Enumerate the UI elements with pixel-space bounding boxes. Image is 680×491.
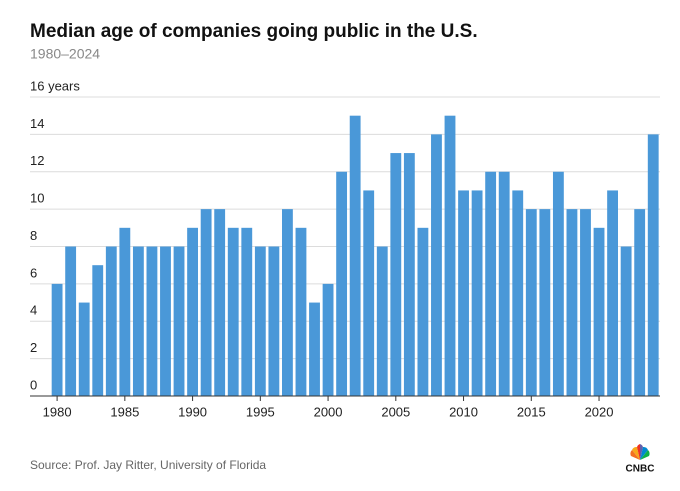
bar	[417, 227, 429, 396]
bar	[647, 134, 659, 396]
bar	[268, 246, 280, 396]
bar	[160, 246, 171, 396]
bar	[525, 209, 537, 396]
y-tick-label: 6	[30, 265, 37, 280]
bar	[431, 134, 442, 396]
x-tick-label: 1980	[43, 404, 72, 419]
bar	[552, 171, 564, 396]
bar	[607, 190, 618, 396]
bar	[458, 190, 469, 396]
source: Source: Prof. Jay Ritter, University of …	[30, 458, 266, 472]
bar	[119, 227, 131, 396]
bar	[200, 209, 212, 396]
bar	[566, 209, 578, 396]
bar	[593, 227, 605, 396]
bar	[295, 227, 307, 396]
bar	[620, 246, 632, 396]
x-tick-label: 1985	[110, 404, 139, 419]
bar	[132, 246, 144, 396]
y-tick-label: 4	[30, 303, 37, 318]
bar	[349, 115, 361, 396]
bar	[282, 209, 293, 396]
y-tick-label: 0	[30, 377, 37, 392]
bar	[376, 246, 388, 396]
bar	[498, 171, 510, 396]
x-tick-label: 2005	[381, 404, 410, 419]
bar	[78, 302, 90, 396]
x-tick-label: 2015	[517, 404, 546, 419]
y-tick-label: 8	[30, 228, 37, 243]
bar	[227, 227, 239, 396]
bar	[512, 190, 524, 396]
bar	[580, 209, 591, 396]
bar	[214, 209, 226, 396]
bar	[485, 171, 497, 396]
bar	[65, 246, 77, 396]
bar	[254, 246, 266, 396]
bar	[403, 153, 415, 396]
logo-icon	[630, 444, 650, 460]
bar	[471, 190, 483, 396]
y-tick-label: 2	[30, 340, 37, 355]
y-tick-label: 12	[30, 153, 44, 168]
x-tick-label: 2000	[314, 404, 343, 419]
bar	[390, 153, 402, 396]
y-tick-label: 16 years	[30, 78, 80, 93]
bar	[444, 115, 456, 396]
bar	[187, 227, 198, 396]
x-tick-label: 1990	[178, 404, 207, 419]
y-tick-label: 14	[30, 116, 44, 131]
logo: CNBC	[626, 464, 655, 475]
bar	[336, 171, 348, 396]
x-tick-label: 2020	[585, 404, 614, 419]
bar	[146, 246, 158, 396]
chart-title: Median age of companies going public in …	[30, 21, 478, 42]
bar	[539, 209, 551, 396]
bar	[309, 302, 320, 396]
bar	[105, 246, 117, 396]
bar	[322, 283, 334, 396]
bar	[634, 209, 646, 396]
y-tick-label: 10	[30, 191, 44, 206]
chart-subtitle: 1980–2024	[30, 46, 100, 62]
bar	[363, 190, 375, 396]
bar	[241, 227, 253, 396]
bar	[173, 246, 185, 396]
bar	[51, 283, 63, 396]
bar	[92, 265, 104, 396]
x-tick-label: 2010	[449, 404, 478, 419]
x-tick-label: 1995	[246, 404, 275, 419]
